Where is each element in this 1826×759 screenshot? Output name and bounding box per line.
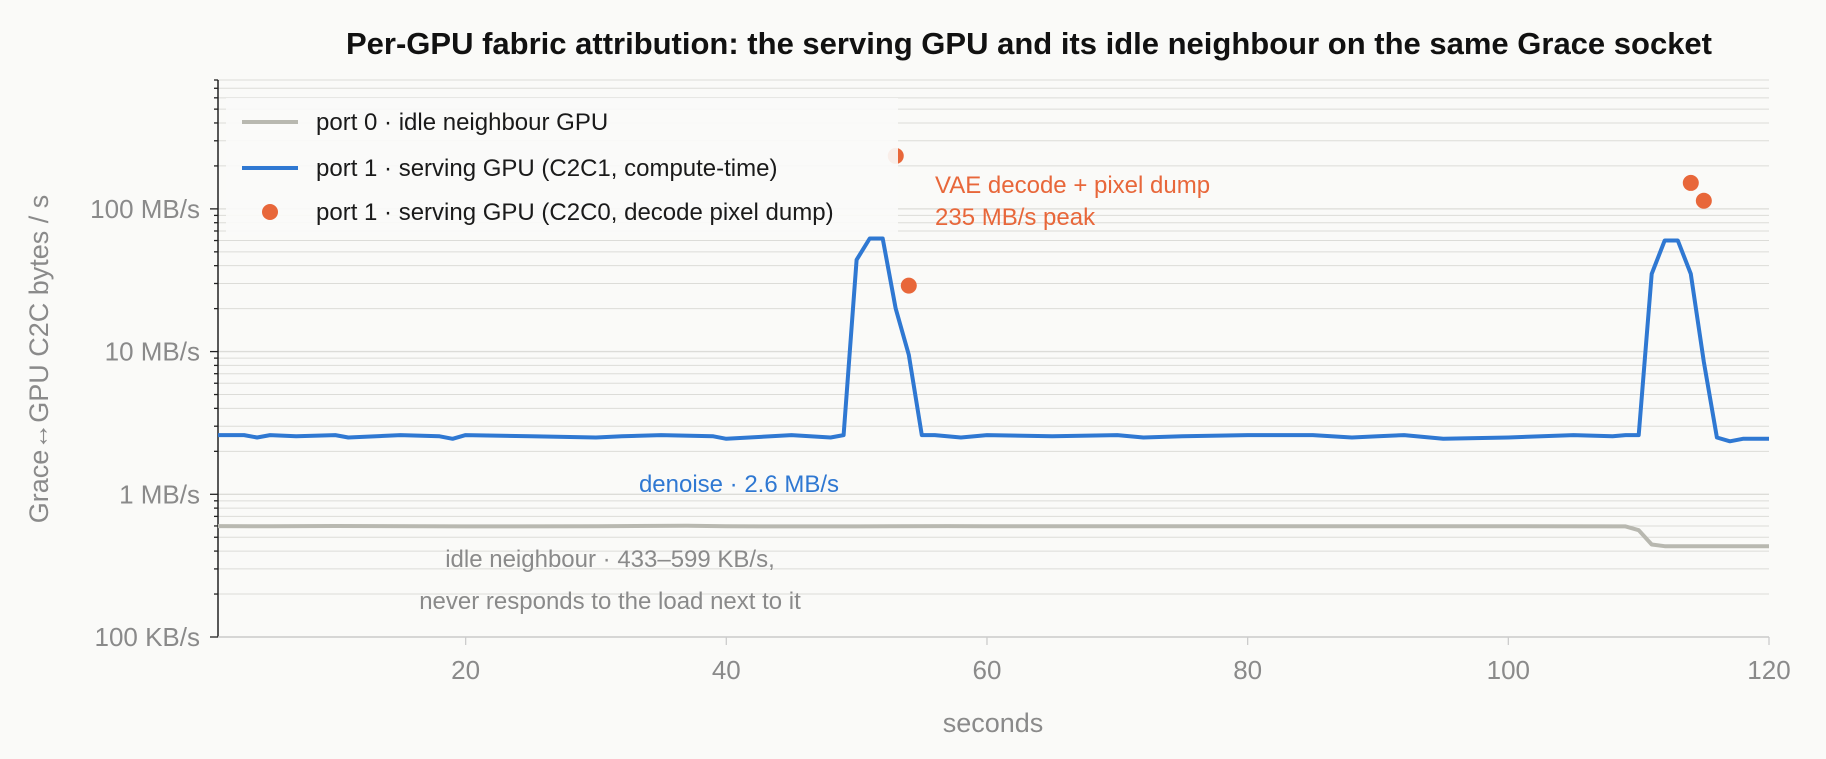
legend-swatch-port1-c2c0	[262, 204, 278, 220]
x-tick-label: 60	[973, 655, 1002, 685]
x-tick-label: 20	[451, 655, 480, 685]
series-layer	[217, 236, 1769, 549]
series-line-port1-c2c1	[218, 236, 1769, 444]
peak-annotation-line1: VAE decode + pixel dump	[935, 172, 1210, 199]
denoise-annotation: denoise · 2.6 MB/s	[639, 471, 839, 498]
y-tick-label: 10 MB/s	[105, 337, 200, 367]
idle-annotation-line1: idle neighbour · 433–599 KB/s,	[445, 546, 775, 573]
data-point-c2c0	[1695, 192, 1712, 209]
x-tick-label: 100	[1487, 655, 1530, 685]
y-axis-label: Grace↔GPU C2C bytes / s	[24, 195, 54, 524]
idle-annotation-line2: never responds to the load next to it	[419, 588, 801, 615]
legend-label-port1-c2c0: port 1 · serving GPU (C2C0, decode pixel…	[316, 199, 834, 226]
legend-label-port0: port 0 · idle neighbour GPU	[316, 109, 608, 136]
legend: port 0 · idle neighbour GPU port 1 · ser…	[226, 98, 898, 235]
y-tick-label: 100 KB/s	[94, 622, 200, 652]
data-point-c2c0	[1682, 174, 1699, 191]
legend-label-port1-c2c1: port 1 · serving GPU (C2C1, compute-time…	[316, 155, 777, 182]
y-tick-label: 100 MB/s	[90, 194, 200, 224]
annotations: VAE decode + pixel dump 235 MB/s peak de…	[419, 172, 1210, 615]
legend-background	[226, 98, 898, 235]
x-tick-label: 80	[1233, 655, 1262, 685]
data-point-c2c0	[900, 277, 917, 294]
y-axis: 100 KB/s 1 MB/s 10 MB/s 100 MB/s	[90, 79, 219, 652]
x-tick-label: 120	[1747, 655, 1790, 685]
series-line-port0-idle-neighbour	[217, 523, 1769, 549]
x-axis: 20 40 60 80 100 120	[218, 636, 1791, 685]
peak-annotation-line2: 235 MB/s peak	[935, 204, 1096, 231]
grid	[218, 79, 1769, 638]
chart-title: Per-GPU fabric attribution: the serving …	[346, 26, 1712, 61]
x-axis-label: seconds	[943, 708, 1044, 738]
y-tick-label: 1 MB/s	[119, 479, 200, 509]
x-tick-label: 40	[712, 655, 741, 685]
